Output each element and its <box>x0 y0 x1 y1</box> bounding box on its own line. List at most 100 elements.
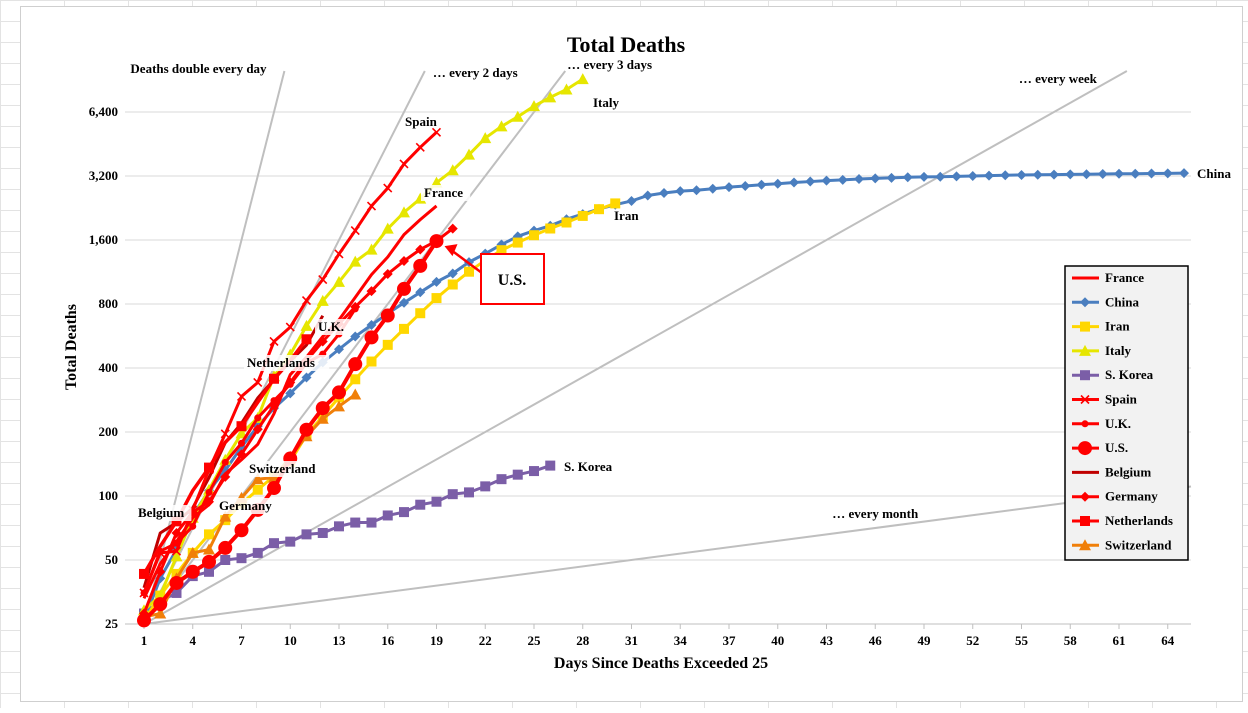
chart-title: Total Deaths <box>567 32 686 57</box>
annotation-bg <box>216 498 273 514</box>
point-china <box>919 171 929 182</box>
point-s-korea <box>220 555 231 565</box>
point-s-korea <box>334 521 344 532</box>
point-iran <box>610 198 621 209</box>
legend-box <box>1064 265 1189 561</box>
legend-item-belgium[interactable]: Belgium <box>1072 464 1151 479</box>
point-s-korea <box>301 529 312 540</box>
legend-item-netherlands[interactable]: Netherlands <box>1072 513 1173 528</box>
point-italy <box>576 73 589 85</box>
legend-label: Italy <box>1105 343 1132 358</box>
point-spain <box>334 249 344 259</box>
legend-item-iran[interactable]: Iran <box>1072 319 1130 334</box>
series-line-france <box>142 204 438 600</box>
point-iran <box>561 217 572 228</box>
point-iran <box>415 308 426 319</box>
point-s-korea <box>236 553 247 564</box>
point-iran <box>496 245 507 256</box>
x-tick-label: 16 <box>381 633 395 648</box>
point-spain <box>301 296 312 306</box>
chart-frame[interactable]: Total Deaths Days Since Deaths Exceeded … <box>20 6 1243 702</box>
point-spain <box>204 465 214 475</box>
point-italy <box>479 132 492 144</box>
point-u-s <box>153 597 168 612</box>
y-axis-label: Total Deaths <box>63 304 80 390</box>
legend-item-france[interactable]: France <box>1072 270 1144 285</box>
legend-label: Belgium <box>1105 464 1151 479</box>
x-tick-label: 61 <box>1113 633 1126 648</box>
legend-swatch-marker <box>1080 491 1090 502</box>
point-s-korea <box>480 481 491 492</box>
point-italy <box>446 164 459 176</box>
y-tick-label: 200 <box>99 424 119 439</box>
annotation-u-k: U.K. <box>318 319 344 334</box>
point-spain <box>431 127 442 137</box>
point-china <box>1032 169 1043 180</box>
callout-box <box>480 253 545 305</box>
y-tick-label: 400 <box>99 360 119 375</box>
point-spain <box>139 588 149 598</box>
axes: 25 50 100 200 400 800 1,600 3,200 6,400 1 4 7 10 13 16… <box>89 104 1191 648</box>
point-spain <box>318 274 328 285</box>
legend-item-germany[interactable]: Germany <box>1072 489 1158 504</box>
point-s-korea <box>317 527 328 538</box>
point-spain <box>415 142 425 152</box>
point-u-s <box>348 357 363 372</box>
legend-swatch-marker <box>1081 420 1089 428</box>
point-s-korea <box>350 517 361 528</box>
legend-item-spain[interactable]: Spain <box>1072 392 1138 407</box>
point-s-korea <box>431 496 442 507</box>
point-china <box>821 175 832 186</box>
point-spain <box>236 391 247 401</box>
point-china <box>659 187 669 198</box>
point-china <box>1130 168 1141 179</box>
legend-swatch-marker <box>1080 321 1090 332</box>
point-s-korea <box>285 536 296 547</box>
point-italy <box>560 83 573 95</box>
annotation-iran: Iran <box>614 208 639 223</box>
point-italy <box>300 319 313 331</box>
point-china <box>1179 168 1189 179</box>
legend-item-italy[interactable]: Italy <box>1072 343 1132 358</box>
legend-item-s-korea[interactable]: S. Korea <box>1072 367 1154 382</box>
point-spain <box>220 429 230 439</box>
point-s-korea <box>366 517 377 528</box>
x-tick-label: 40 <box>771 633 784 648</box>
point-italy <box>430 176 443 188</box>
point-italy <box>349 255 362 267</box>
point-u-s <box>315 401 330 416</box>
point-switzerland <box>349 388 362 400</box>
legend-item-u-k[interactable]: U.K. <box>1072 416 1131 431</box>
point-s-korea <box>399 507 409 518</box>
point-iran <box>252 484 263 495</box>
point-china <box>350 331 361 342</box>
point-iran <box>399 323 409 334</box>
point-china <box>1162 168 1173 179</box>
point-switzerland <box>251 473 264 485</box>
point-s-korea <box>171 587 182 598</box>
legend[interactable]: France China Iran Italy S. Korea Spain U.K. U.S… <box>1064 265 1189 561</box>
point-s-korea <box>447 489 458 500</box>
series-china <box>139 168 1189 626</box>
point-china <box>675 186 686 197</box>
point-china <box>886 172 897 183</box>
point-iran <box>366 356 377 367</box>
annotation-china: China <box>1197 166 1231 181</box>
point-s-korea <box>252 547 263 558</box>
point-u-s <box>332 385 346 400</box>
point-s-korea <box>512 469 523 480</box>
point-china <box>1065 169 1076 180</box>
point-china <box>626 195 637 206</box>
point-iran <box>577 210 588 221</box>
point-china <box>935 171 946 182</box>
legend-item-switzerland[interactable]: Switzerland <box>1072 537 1172 552</box>
reference-label-every-week: … every week <box>1019 71 1098 86</box>
legend-item-u-s[interactable]: U.S. <box>1072 440 1128 456</box>
point-netherlands <box>301 334 312 345</box>
point-u-s <box>267 481 281 496</box>
legend-item-china[interactable]: China <box>1072 294 1139 309</box>
x-tick-label: 25 <box>528 633 542 648</box>
x-tick-label: 52 <box>966 633 979 648</box>
legend-label: S. Korea <box>1105 367 1154 382</box>
chart-canvas: Total Deaths Days Since Deaths Exceeded … <box>63 32 1231 672</box>
